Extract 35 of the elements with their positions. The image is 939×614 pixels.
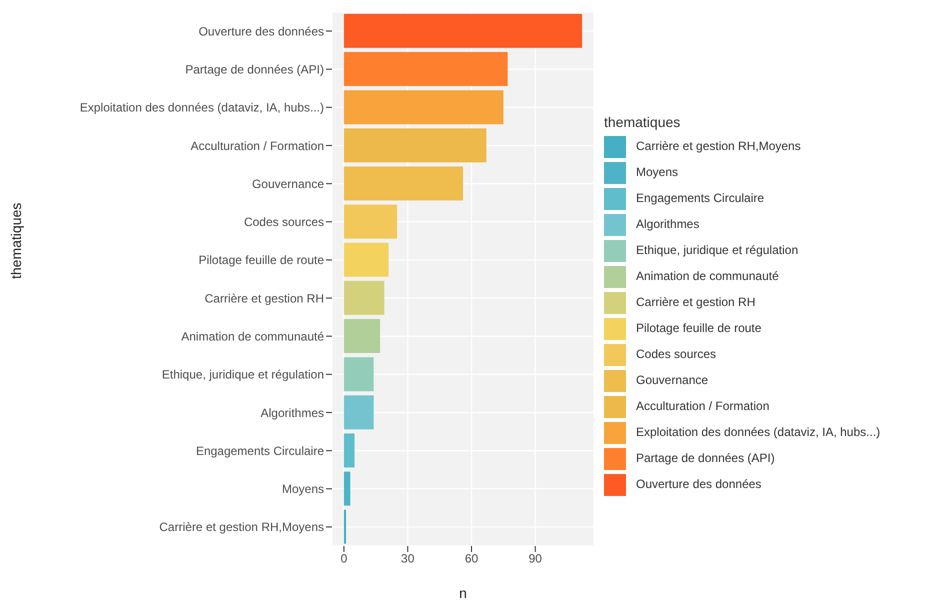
x-tick-label: 60	[464, 552, 478, 566]
y-tick-label: Codes sources	[244, 215, 324, 230]
y-tick-label: Moyens	[282, 482, 324, 496]
y-tick-label: Engagements Circulaire	[196, 444, 324, 458]
y-tick-label: Acculturation / Formation	[190, 138, 324, 153]
legend-label: Exploitation des données (dataviz, IA, hubs...)	[636, 425, 880, 440]
legend-label: Pilotage feuille de route	[636, 321, 762, 336]
legend-label: Acculturation / Formation	[636, 399, 770, 414]
y-tick-label: Gouvernance	[252, 176, 324, 191]
legend-label: Gouvernance	[636, 373, 708, 388]
y-tick-label: Ouverture des données	[198, 24, 324, 38]
legend-title: thematiques	[604, 114, 682, 130]
legend-label: Moyens	[636, 165, 678, 180]
legend-label: Carrière et gestion RH,Moyens	[636, 139, 801, 154]
y-tick-label: Partage de données (API)	[185, 62, 324, 76]
y-axis-title: thematiques	[8, 202, 24, 279]
legend-label: Carrière et gestion RH	[636, 295, 756, 310]
x-tick-label: 0	[340, 552, 348, 566]
legend-label: Partage de données (API)	[636, 451, 775, 466]
legend-label: Algorithmes	[636, 217, 700, 232]
x-tick-label: 90	[528, 552, 542, 566]
y-tick-label: Carrière et gestion RH	[204, 291, 324, 306]
legend-label: Ouverture des données	[636, 477, 762, 492]
legend-label: Animation de communauté	[636, 269, 779, 284]
y-tick-label: Exploitation des données (dataviz, IA, hubs...)	[80, 100, 324, 115]
x-tick-label: 30	[401, 552, 415, 566]
y-tick-label: Algorithmes	[260, 406, 324, 420]
legend-label: Codes sources	[636, 347, 716, 362]
y-tick-label: Animation de communauté	[181, 329, 324, 344]
x-axis-title: n	[459, 585, 467, 601]
legend-label: Engagements Circulaire	[636, 191, 764, 206]
y-tick-label: Pilotage feuille de route	[198, 253, 324, 268]
y-tick-label: Ethique, juridique et régulation	[162, 368, 324, 382]
legend-label: Ethique, juridique et régulation	[636, 243, 798, 258]
y-tick-label: Carrière et gestion RH,Moyens	[159, 520, 324, 534]
